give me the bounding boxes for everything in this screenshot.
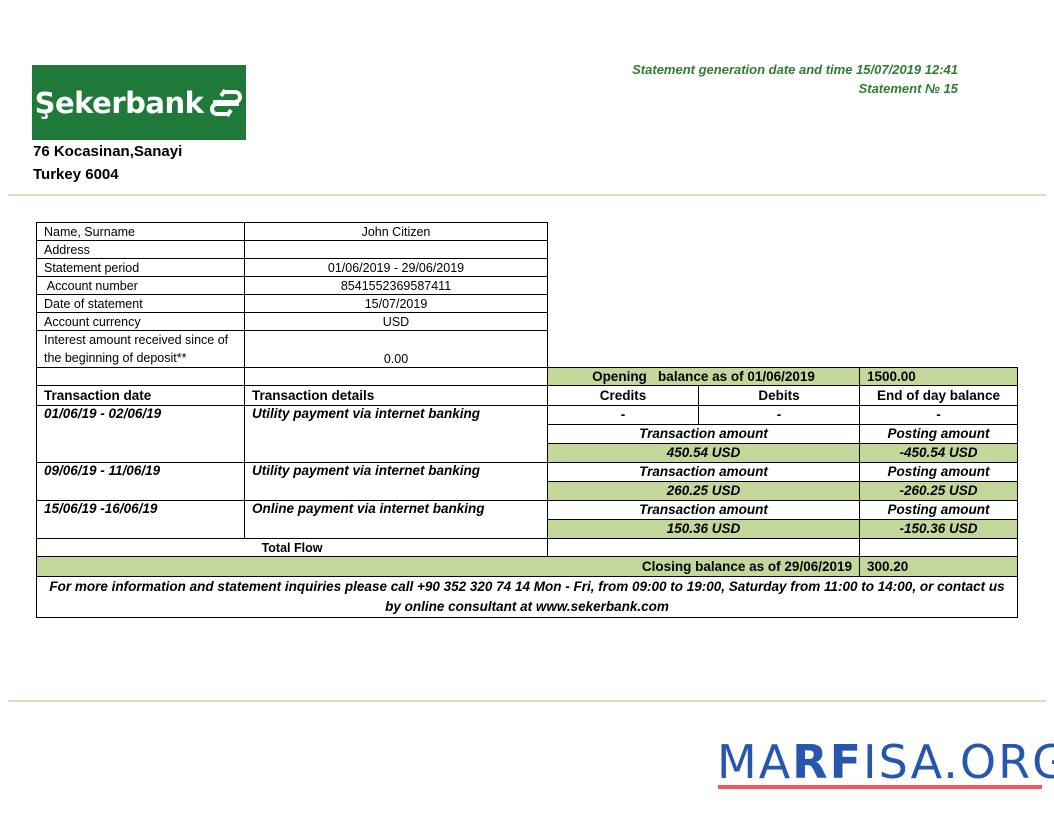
blank (548, 295, 1018, 313)
col-date: Transaction date (36, 385, 245, 406)
blank (548, 259, 1018, 277)
bank-address-line2: Turkey 6004 (33, 166, 119, 183)
info-value: 01/06/2019 - 29/06/2019 (244, 258, 548, 277)
watermark-text: ISA.ORG (863, 735, 1054, 789)
tx-amount-header: Transaction amount (547, 424, 860, 444)
opening-value: 1500.00 (859, 367, 1018, 386)
tx-amount: 150.36 USD (547, 519, 860, 539)
statement-table: Name, Surname John Citizen Address Statem… (36, 222, 1018, 618)
blank (859, 538, 1018, 557)
info-label: Account currency (36, 312, 245, 331)
footer-row: For more information and statement inqui… (36, 576, 1018, 618)
opening-row: Opening balance as of 01/06/2019 1500.00 (36, 367, 1018, 386)
posting-amount: -150.36 USD (859, 519, 1018, 539)
debits: - (698, 405, 860, 425)
tx-date: 01/06/19 - 02/06/19 (36, 405, 245, 463)
posting-amount: -260.25 USD (859, 481, 1018, 501)
col-debits: Debits (698, 385, 860, 406)
info-value: 15/07/2019 (244, 294, 548, 313)
watermark-underline (718, 785, 1042, 789)
info-label: Interest amount received since of the be… (36, 330, 245, 368)
blank (548, 277, 1018, 295)
info-label: Name, Surname (36, 222, 245, 241)
info-row: Name, Surname John Citizen (36, 222, 1018, 241)
info-label: Date of statement (36, 294, 245, 313)
col-credits: Credits (547, 385, 699, 406)
closing-label: Closing balance as of 29/06/2019 (36, 556, 860, 577)
sekerbank-s-icon (210, 88, 243, 117)
blank (548, 313, 1018, 331)
tx-date: 09/06/19 - 11/06/19 (36, 462, 245, 501)
info-value: John Citizen (244, 222, 548, 241)
info-label: Statement period (36, 258, 245, 277)
info-row: Date of statement 15/07/2019 (36, 294, 1018, 313)
info-value (244, 240, 548, 259)
credits: - (547, 405, 699, 425)
blank (547, 538, 860, 557)
table-row: 15/06/19 -16/06/19 Online payment via in… (36, 500, 1018, 539)
table-row: 150.36 USD -150.36 USD (37, 519, 1018, 539)
statement-number: Statement № 15 (858, 81, 958, 96)
tx-details: Online payment via internet banking (244, 500, 548, 539)
info-label: Address (36, 240, 245, 259)
table-row: 450.54 USD -450.54 USD (37, 443, 1018, 463)
closing-value: 300.20 (859, 556, 1018, 577)
divider (8, 700, 1046, 702)
info-row: Account currency USD (36, 312, 1018, 331)
posting-header: Posting amount (859, 462, 1018, 482)
tx-amount: 260.25 USD (547, 481, 860, 501)
info-value: 8541552369587411 (244, 276, 548, 295)
footer-note: For more information and statement inqui… (36, 576, 1018, 618)
posting-header: Posting amount (859, 500, 1018, 520)
info-row: Interest amount received since of the be… (36, 330, 1018, 368)
bank-name: Şekerbank (34, 85, 204, 120)
total-flow-label: Total Flow (36, 538, 548, 557)
balance: - (859, 405, 1018, 425)
table-row: 09/06/19 - 11/06/19 Utility payment via … (36, 462, 1018, 501)
blank (36, 367, 245, 386)
info-row: Statement period 01/06/2019 - 29/06/2019 (36, 258, 1018, 277)
info-value: 0.00 (244, 330, 548, 368)
opening-label: Opening balance as of 01/06/2019 (547, 367, 860, 386)
tx-details: Utility payment via internet banking (244, 405, 548, 463)
info-row: Account number 8541552369587411 (36, 276, 1018, 295)
column-headers: Transaction date Transaction details Cre… (36, 385, 1018, 406)
watermark-text: MA (717, 735, 793, 789)
tx-amount-header: Transaction amount (547, 500, 860, 520)
tx-amount-header: Transaction amount (547, 462, 860, 482)
total-flow-row: Total Flow (36, 538, 1018, 557)
tx-details: Utility payment via internet banking (244, 462, 548, 501)
marfisa-watermark: MARFISA.ORG (717, 735, 1054, 789)
info-row: Address (36, 240, 1018, 259)
blank (548, 241, 1018, 259)
info-value: USD (244, 312, 548, 331)
tx-amount: 450.54 USD (547, 443, 860, 463)
col-balance: End of day balance (859, 385, 1018, 406)
divider (8, 194, 1046, 196)
closing-row: Closing balance as of 29/06/2019 300.20 (36, 556, 1018, 577)
info-label: Account number (36, 276, 245, 295)
blank (548, 331, 1018, 368)
posting-amount: -450.54 USD (859, 443, 1018, 463)
bank-address-line1: 76 Kocasinan,Sanayi (33, 143, 183, 160)
col-details: Transaction details (244, 385, 548, 406)
posting-header: Posting amount (859, 424, 1018, 444)
blank (244, 367, 548, 386)
tx-date: 15/06/19 -16/06/19 (36, 500, 245, 539)
generation-date: Statement generation date and time 15/07… (632, 62, 958, 77)
watermark-text: RF (792, 735, 863, 789)
blank (548, 223, 1018, 241)
table-row: 01/06/19 - 02/06/19 Utility payment via … (36, 405, 1018, 463)
bank-logo: Şekerbank (32, 65, 246, 140)
